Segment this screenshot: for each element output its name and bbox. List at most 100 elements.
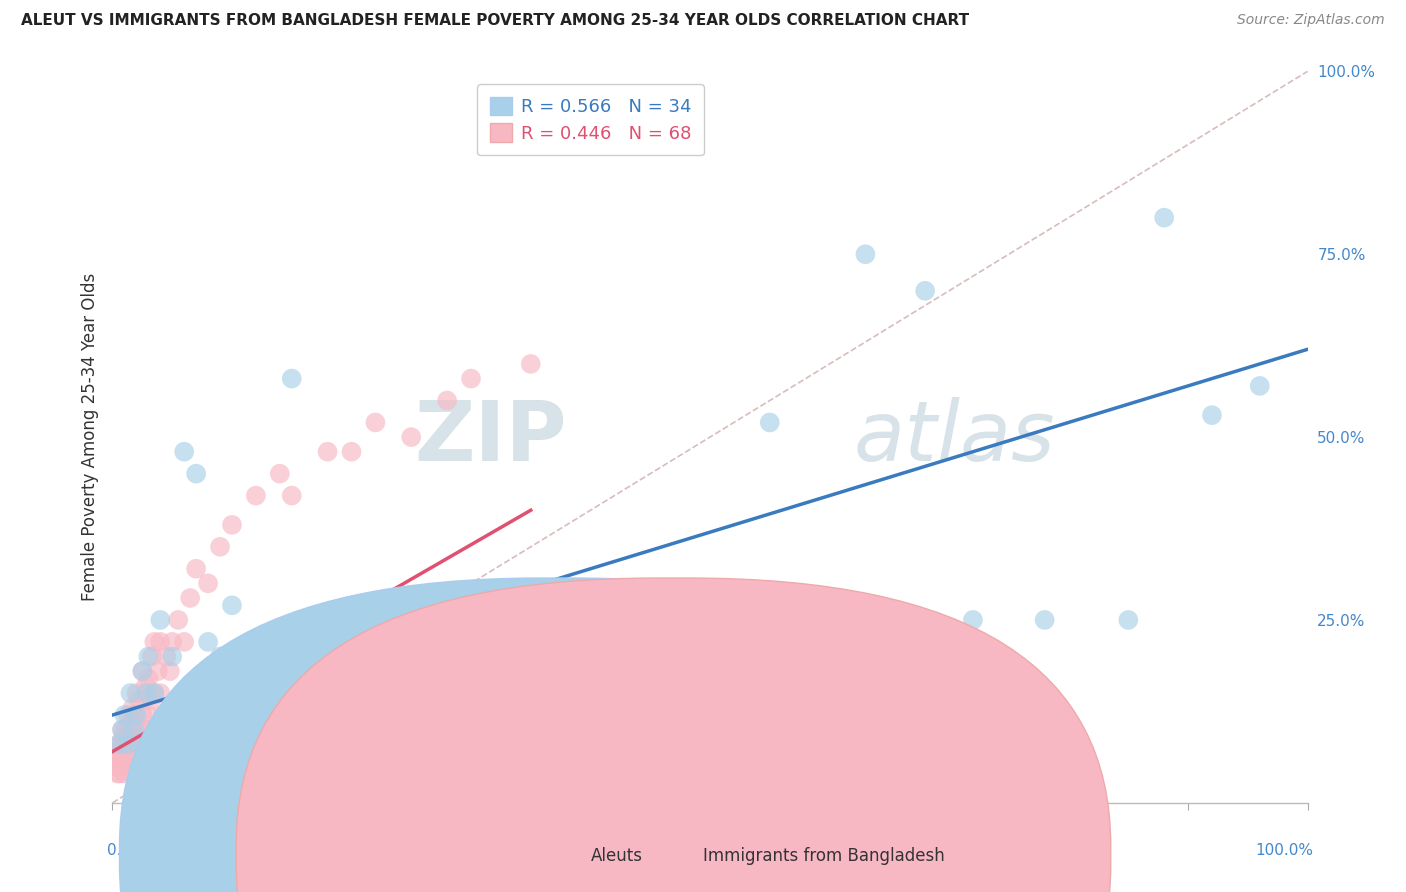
Point — [107, 737, 129, 751]
Point — [209, 649, 232, 664]
Point — [436, 613, 458, 627]
Point — [131, 737, 153, 751]
Point — [111, 723, 134, 737]
Point — [173, 635, 195, 649]
Point — [914, 284, 936, 298]
Point — [340, 444, 363, 458]
Point — [128, 693, 150, 707]
Point — [114, 766, 135, 780]
Point — [112, 730, 135, 744]
Point — [118, 737, 141, 751]
Point — [162, 649, 183, 664]
Point — [141, 649, 163, 664]
Text: Source: ZipAtlas.com: Source: ZipAtlas.com — [1237, 13, 1385, 28]
Point — [122, 737, 145, 751]
Text: 100.0%: 100.0% — [1256, 843, 1313, 858]
Y-axis label: Female Poverty Among 25-34 Year Olds: Female Poverty Among 25-34 Year Olds — [80, 273, 98, 601]
Point — [340, 613, 363, 627]
Point — [114, 737, 135, 751]
Point — [221, 517, 243, 532]
Point — [114, 708, 135, 723]
Point — [138, 672, 160, 686]
Point — [131, 708, 153, 723]
Point — [120, 686, 142, 700]
Point — [962, 613, 984, 627]
Point — [121, 730, 143, 744]
Point — [115, 759, 138, 773]
Point — [131, 664, 153, 678]
Point — [122, 708, 145, 723]
Point — [110, 759, 132, 773]
Point — [128, 723, 150, 737]
Point — [1153, 211, 1175, 225]
Point — [1249, 379, 1271, 393]
Point — [117, 708, 139, 723]
Point — [143, 686, 166, 700]
Point — [135, 723, 157, 737]
Point — [173, 444, 195, 458]
Point — [105, 745, 128, 759]
Point — [316, 444, 339, 458]
Point — [111, 723, 134, 737]
Point — [114, 752, 136, 766]
Text: 0.0%: 0.0% — [107, 843, 145, 858]
Point — [239, 635, 262, 649]
Point — [159, 664, 181, 678]
Point — [122, 723, 145, 737]
Point — [120, 752, 142, 766]
Point — [245, 489, 267, 503]
Point — [143, 686, 166, 700]
Point — [167, 613, 190, 627]
Point — [111, 752, 134, 766]
Point — [115, 730, 138, 744]
Legend: R = 0.566   N = 34, R = 0.446   N = 68: R = 0.566 N = 34, R = 0.446 N = 68 — [477, 84, 704, 155]
Point — [104, 759, 127, 773]
Point — [152, 708, 174, 723]
Point — [1201, 408, 1223, 422]
Point — [179, 591, 201, 605]
Point — [281, 371, 304, 385]
Point — [146, 664, 169, 678]
Point — [281, 489, 304, 503]
Text: ZIP: ZIP — [415, 397, 567, 477]
Point — [155, 649, 177, 664]
Text: Immigrants from Bangladesh: Immigrants from Bangladesh — [703, 847, 945, 865]
Point — [186, 562, 208, 576]
Point — [131, 664, 153, 678]
Point — [401, 430, 423, 444]
Point — [138, 649, 160, 664]
Point — [107, 737, 129, 751]
Point — [105, 752, 128, 766]
Point — [520, 357, 543, 371]
Point — [197, 576, 219, 591]
Point — [209, 540, 232, 554]
Point — [1118, 613, 1140, 627]
Point — [675, 723, 697, 737]
Point — [135, 679, 157, 693]
Point — [1033, 613, 1056, 627]
Point — [149, 686, 172, 700]
Point — [108, 745, 131, 759]
Point — [855, 247, 877, 261]
Point — [436, 393, 458, 408]
Point — [125, 708, 148, 723]
Point — [139, 693, 162, 707]
Text: ALEUT VS IMMIGRANTS FROM BANGLADESH FEMALE POVERTY AMONG 25-34 YEAR OLDS CORRELA: ALEUT VS IMMIGRANTS FROM BANGLADESH FEMA… — [21, 13, 969, 29]
Point — [186, 467, 208, 481]
Point — [112, 759, 135, 773]
Point — [520, 649, 543, 664]
Text: atlas: atlas — [853, 397, 1054, 477]
Point — [460, 371, 482, 385]
Point — [125, 723, 148, 737]
Point — [128, 737, 150, 751]
Point — [149, 613, 172, 627]
Point — [125, 686, 148, 700]
Point — [105, 766, 128, 780]
Point — [107, 759, 129, 773]
Point — [759, 416, 782, 430]
Point — [114, 723, 136, 737]
Point — [121, 700, 143, 714]
Point — [269, 467, 291, 481]
Point — [149, 635, 172, 649]
Point — [135, 686, 157, 700]
